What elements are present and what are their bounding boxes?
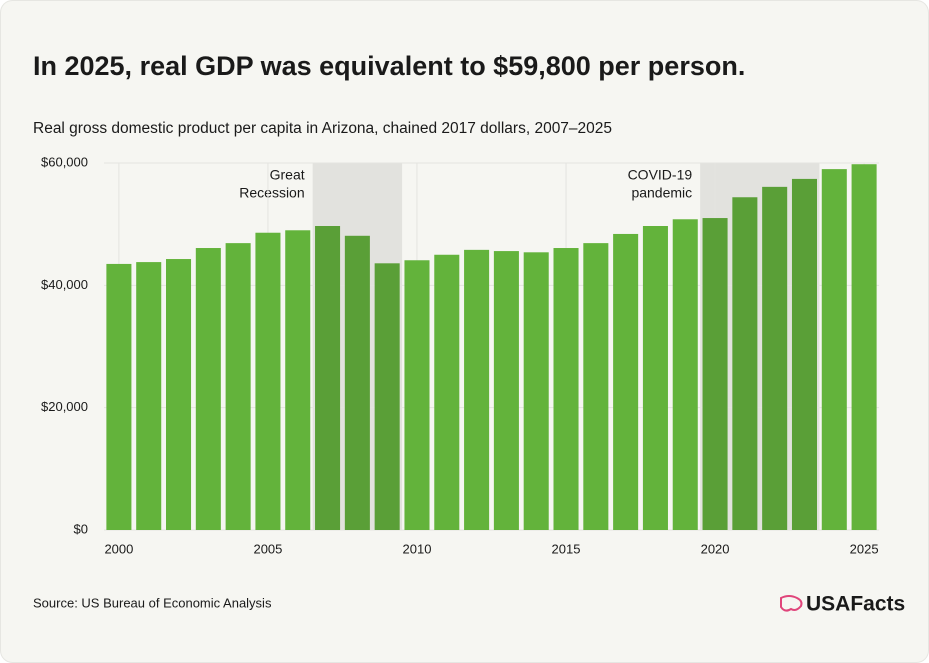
- brand: USAFacts: [806, 593, 905, 616]
- bar: [285, 230, 311, 531]
- bar: [225, 243, 251, 530]
- bar: [344, 235, 370, 530]
- bar: [613, 233, 639, 530]
- chart-subtitle: Real gross domestic product per capita i…: [33, 120, 612, 137]
- highlight-label: Recession: [239, 185, 304, 201]
- highlight-label: pandemic: [631, 185, 692, 201]
- y-tick-label: $60,000: [41, 154, 88, 169]
- bar: [106, 263, 132, 530]
- bar: [195, 248, 221, 530]
- x-tick-label: 2005: [253, 541, 282, 556]
- bar: [523, 252, 549, 530]
- bar: [791, 178, 817, 531]
- bar: [434, 254, 460, 530]
- bar: [732, 197, 758, 530]
- chart-title: In 2025, real GDP was equivalent to $59,…: [33, 51, 745, 81]
- bar: [404, 260, 430, 530]
- bar: [672, 219, 698, 531]
- bar: [762, 186, 788, 531]
- bar: [702, 218, 728, 531]
- highlight-label: COVID-19: [628, 167, 693, 183]
- y-tick-label: $20,000: [41, 399, 88, 414]
- bar: [851, 164, 877, 530]
- bar: [136, 262, 162, 530]
- highlight-label: Great: [270, 167, 305, 183]
- bar: [374, 263, 400, 530]
- bar: [553, 248, 579, 530]
- bar: [821, 169, 847, 530]
- bar: [315, 226, 341, 531]
- x-tick-label: 2000: [104, 541, 133, 556]
- x-tick-label: 2020: [701, 541, 730, 556]
- bar: [255, 232, 281, 531]
- y-tick-label: $40,000: [41, 277, 88, 292]
- bar: [166, 259, 192, 530]
- y-tick-label: $0: [74, 521, 88, 536]
- x-tick-label: 2015: [552, 541, 581, 556]
- x-tick-label: 2025: [850, 541, 879, 556]
- source: Source: US Bureau of Economic Analysis: [33, 595, 272, 610]
- bar: [642, 226, 668, 531]
- bar: [583, 243, 609, 530]
- logo-icon: [780, 595, 803, 612]
- bar: [493, 251, 519, 530]
- x-tick-label: 2010: [403, 541, 432, 556]
- bar: [464, 249, 490, 530]
